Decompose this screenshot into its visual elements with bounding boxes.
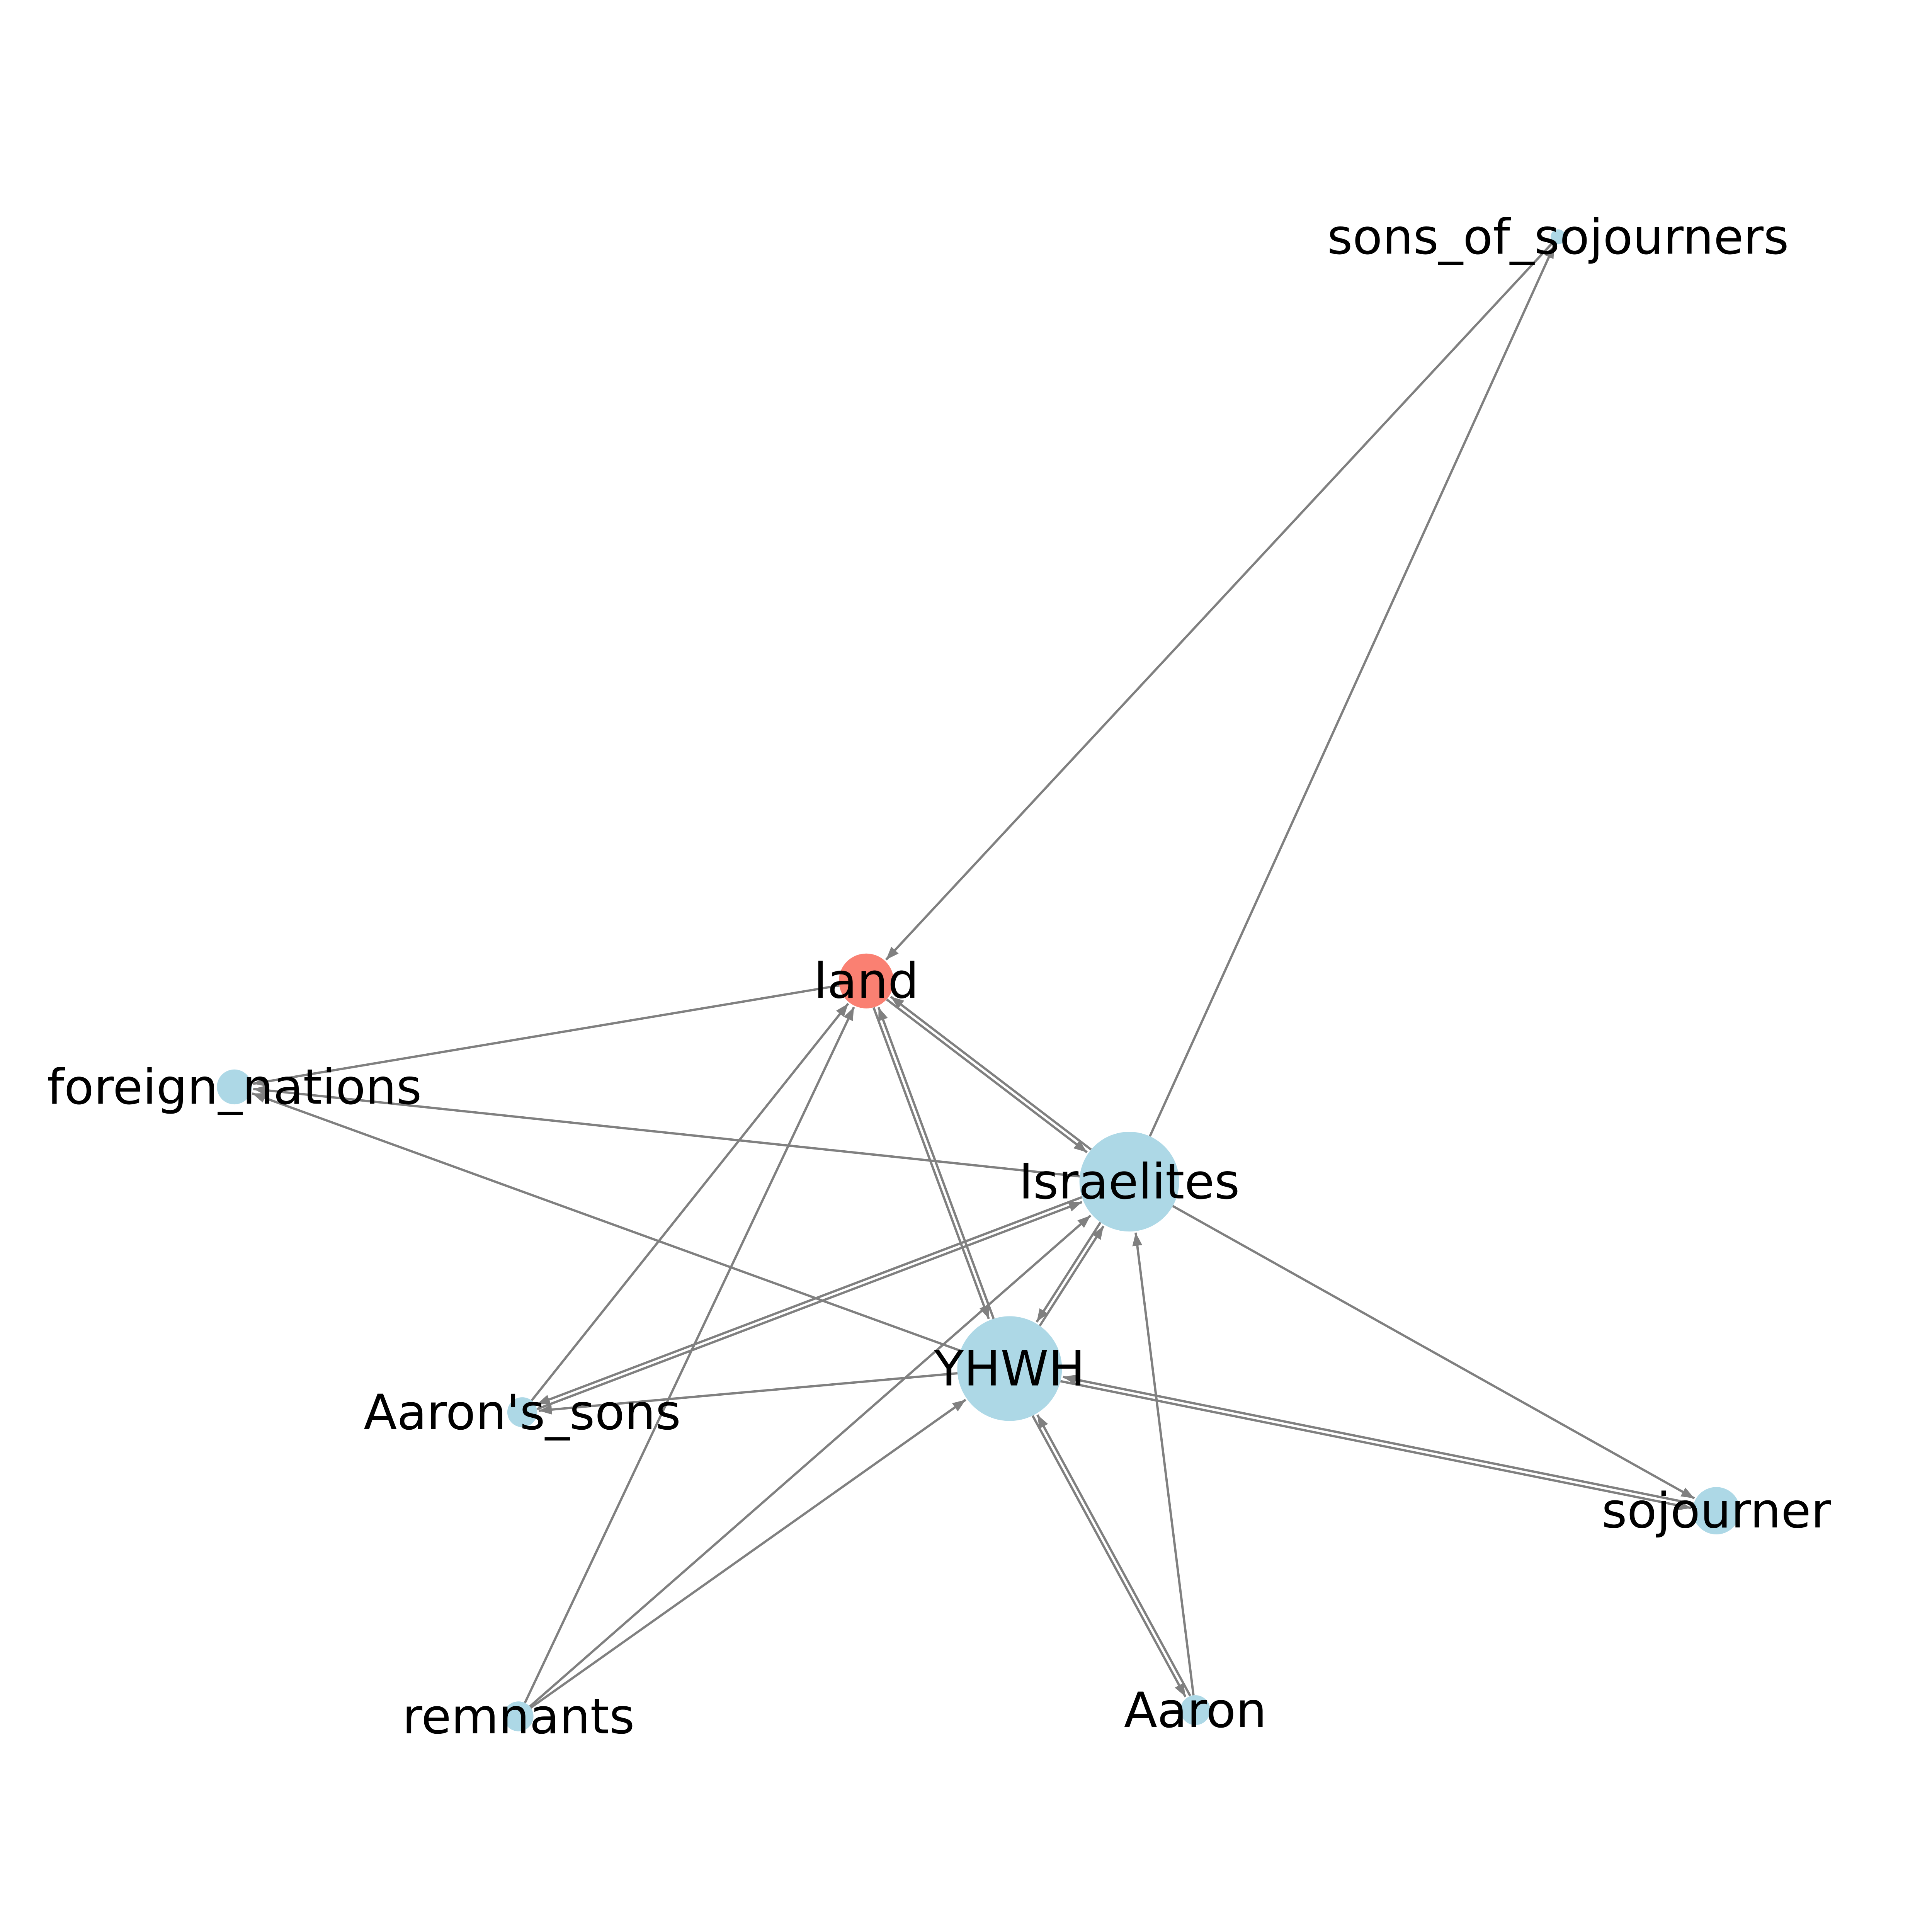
node-yhwh xyxy=(957,1316,1062,1421)
edge-remnants-to-israelites xyxy=(529,1214,1092,1708)
edge-sojourner-to-yhwh xyxy=(1063,1374,1694,1505)
node-label-israelites: Israelites xyxy=(1019,1153,1240,1210)
edge-remnants-to-land xyxy=(524,1007,855,1704)
node-aaron xyxy=(1180,1695,1211,1725)
edge-yhwh-to-aaron xyxy=(1031,1415,1187,1697)
node-label-land: land xyxy=(814,952,919,1009)
nodes-layer xyxy=(217,229,1740,1731)
edge-remnants-to-yhwh xyxy=(530,1399,966,1709)
node-aarons-sons xyxy=(507,1397,537,1427)
edge-land-to-israelites xyxy=(886,998,1088,1153)
edge-israelites-to-sons-of-sojourners xyxy=(1149,244,1556,1137)
labels-layer: land Israelites YHWH foreign_nations Aaron's… xyxy=(47,208,1831,1745)
edge-yhwh-to-foreign-nations xyxy=(252,1092,961,1352)
node-sons-of-sojourners xyxy=(1550,229,1566,245)
edges-layer xyxy=(252,242,1695,1709)
edge-yhwh-to-aarons-sons xyxy=(538,1372,958,1415)
edge-israelites-to-sojourner xyxy=(1172,1205,1695,1500)
node-label-aaron: Aaron xyxy=(1124,1682,1267,1738)
edge-israelites-to-foreign-nations xyxy=(253,1085,1080,1178)
edge-yhwh-to-sojourner xyxy=(1060,1380,1692,1510)
edge-aaron-to-yhwh xyxy=(1036,1414,1191,1697)
node-label-remnants: remnants xyxy=(402,1688,634,1745)
node-label-foreign-nations: foreign_nations xyxy=(47,1058,422,1115)
node-label-aarons-sons: Aaron's_sons xyxy=(364,1384,681,1440)
node-label-sons-of-sojourners: sons_of_sojourners xyxy=(1327,208,1789,265)
node-label-sojourner: sojourner xyxy=(1602,1482,1831,1539)
edge-israelites-to-yhwh xyxy=(1036,1221,1102,1323)
edge-land-to-yhwh xyxy=(872,1007,990,1320)
edge-aarons-sons-to-israelites xyxy=(536,1201,1083,1410)
edge-aarons-sons-to-land xyxy=(531,1003,849,1401)
edge-aaron-to-israelites xyxy=(1132,1232,1195,1696)
edge-yhwh-to-israelites xyxy=(1039,1225,1105,1327)
node-sojourner xyxy=(1692,1487,1740,1534)
node-land xyxy=(838,953,894,1009)
node-foreign-nations xyxy=(217,1069,252,1105)
node-label-yhwh: YHWH xyxy=(934,1340,1085,1397)
edge-israelites-to-land xyxy=(890,996,1092,1151)
edge-land-to-foreign-nations xyxy=(253,984,840,1087)
edge-yhwh-to-land xyxy=(877,1007,995,1319)
node-remnants xyxy=(503,1701,534,1731)
edge-sons-of-sojourners-to-land xyxy=(885,242,1554,961)
node-israelites xyxy=(1079,1132,1179,1232)
edge-israelites-to-aarons-sons xyxy=(536,1196,1082,1405)
